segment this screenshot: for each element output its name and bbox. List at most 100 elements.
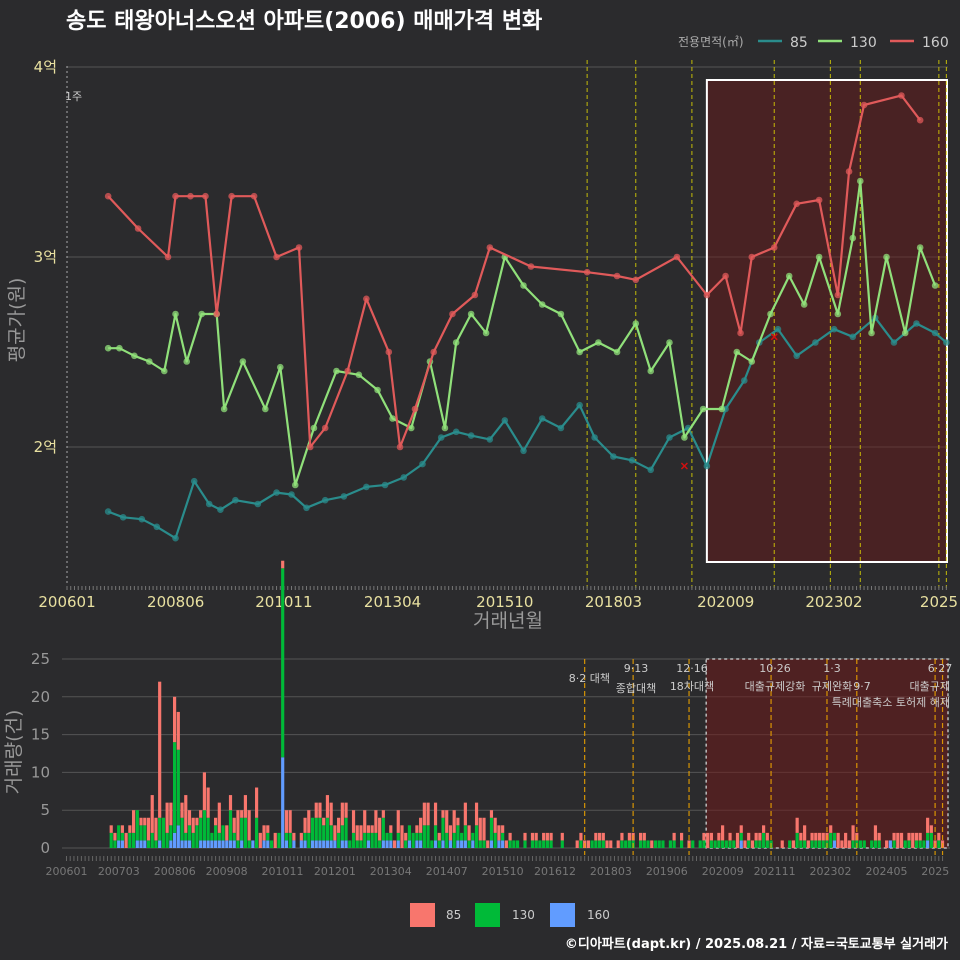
volume-bar	[914, 840, 919, 848]
volume-bar	[135, 840, 139, 848]
volume-bar	[795, 817, 799, 833]
volume-bar	[530, 832, 535, 841]
volume-bar	[456, 825, 460, 841]
data-point-85	[232, 496, 239, 504]
volume-bar	[191, 817, 195, 833]
volume-bar	[817, 832, 822, 841]
data-point-85	[943, 339, 950, 346]
volume-bar	[482, 840, 486, 848]
volume-bar	[154, 817, 158, 841]
volume-bar	[217, 802, 221, 833]
y-tick-label: 2억	[34, 438, 57, 456]
volume-bar	[109, 825, 113, 833]
volume-bar	[355, 840, 359, 848]
volume-bar	[195, 825, 199, 848]
data-point-85	[812, 339, 819, 346]
volume-bar	[355, 825, 359, 841]
volume-bar	[173, 832, 177, 848]
volume-bar	[281, 568, 285, 758]
volume-bar	[228, 810, 233, 841]
volume-bar	[926, 840, 930, 848]
data-point-85	[419, 460, 426, 468]
volume-bar	[601, 832, 605, 841]
volume-bar	[885, 840, 889, 848]
axis-annotation: 1주	[65, 90, 82, 103]
volume-bar	[721, 840, 725, 848]
policy-label: 6·27	[928, 662, 953, 675]
volume-bar	[344, 817, 348, 841]
x-tick-label: 201803	[585, 593, 642, 611]
volume-bar	[385, 840, 389, 848]
volume-bar	[240, 840, 244, 848]
volume-bar	[415, 840, 419, 848]
volume-bar	[739, 825, 743, 833]
volume-bar	[322, 840, 326, 848]
data-point-160	[295, 244, 303, 251]
volume-bar	[422, 825, 426, 848]
data-point-85	[467, 432, 475, 439]
volume-legend-label-130: 130	[512, 908, 535, 922]
volume-bar	[814, 832, 818, 841]
volume-bar	[180, 817, 184, 841]
volume-bar	[113, 832, 117, 841]
volume-bar	[269, 840, 274, 848]
volume-bar	[299, 832, 303, 841]
volume-bar	[187, 825, 192, 841]
volume-bar	[333, 825, 337, 841]
volume-bar	[325, 817, 330, 841]
data-point-160	[632, 276, 640, 284]
volume-x-tick-label: 201510	[482, 865, 524, 878]
volume-bar	[255, 817, 259, 848]
data-point-160	[250, 192, 258, 200]
data-point-85	[830, 325, 838, 333]
volume-x-tick-label: 200703	[98, 865, 140, 878]
volume-bar	[176, 711, 180, 750]
volume-bar	[318, 840, 322, 848]
data-point-85	[217, 506, 224, 513]
data-point-160	[613, 272, 621, 280]
policy-label: 9·13	[624, 662, 649, 675]
volume-bar	[266, 840, 270, 848]
volume-bar	[840, 840, 844, 848]
volume-bar	[322, 825, 326, 841]
volume-legend-swatch-130	[475, 903, 500, 927]
volume-bar	[814, 840, 818, 848]
volume-bar	[743, 840, 747, 848]
volume-bar	[493, 817, 497, 833]
data-point-130	[333, 367, 340, 375]
volume-x-tick-label: 202405	[865, 865, 907, 878]
volume-bar	[154, 840, 158, 848]
volume-bar	[161, 817, 165, 848]
data-point-160	[748, 253, 756, 261]
x-tick-label: 200806	[147, 593, 204, 611]
volume-bar	[896, 832, 900, 848]
cancel-marker-stroke	[680, 462, 688, 470]
volume-bar	[653, 840, 658, 848]
volume-bar	[180, 802, 184, 818]
volume-x-tick-label: 201906	[646, 865, 688, 878]
data-point-130	[198, 310, 206, 318]
volume-x-tick-label: 200806	[154, 865, 196, 878]
volume-bar	[303, 817, 307, 833]
data-point-160	[172, 192, 179, 200]
data-point-130	[868, 329, 875, 337]
volume-bar	[597, 832, 602, 841]
volume-bar	[765, 840, 769, 848]
volume-bar	[810, 840, 814, 848]
volume-bar	[120, 840, 124, 848]
volume-bar	[501, 840, 505, 848]
volume-bar	[441, 810, 445, 818]
volume-x-tick-label: 2025	[921, 865, 949, 878]
policy-label: 1·3	[823, 662, 841, 675]
volume-bar	[135, 810, 139, 841]
volume-bar	[232, 817, 236, 833]
data-point-85	[104, 508, 112, 515]
volume-bar	[363, 832, 367, 848]
volume-bar	[359, 825, 363, 841]
volume-bar	[709, 840, 713, 848]
volume-bar	[463, 802, 467, 826]
volume-bar	[195, 817, 199, 826]
volume-bar	[228, 795, 233, 811]
volume-x-tick-label: 202111	[754, 865, 796, 878]
data-point-130	[407, 424, 415, 432]
